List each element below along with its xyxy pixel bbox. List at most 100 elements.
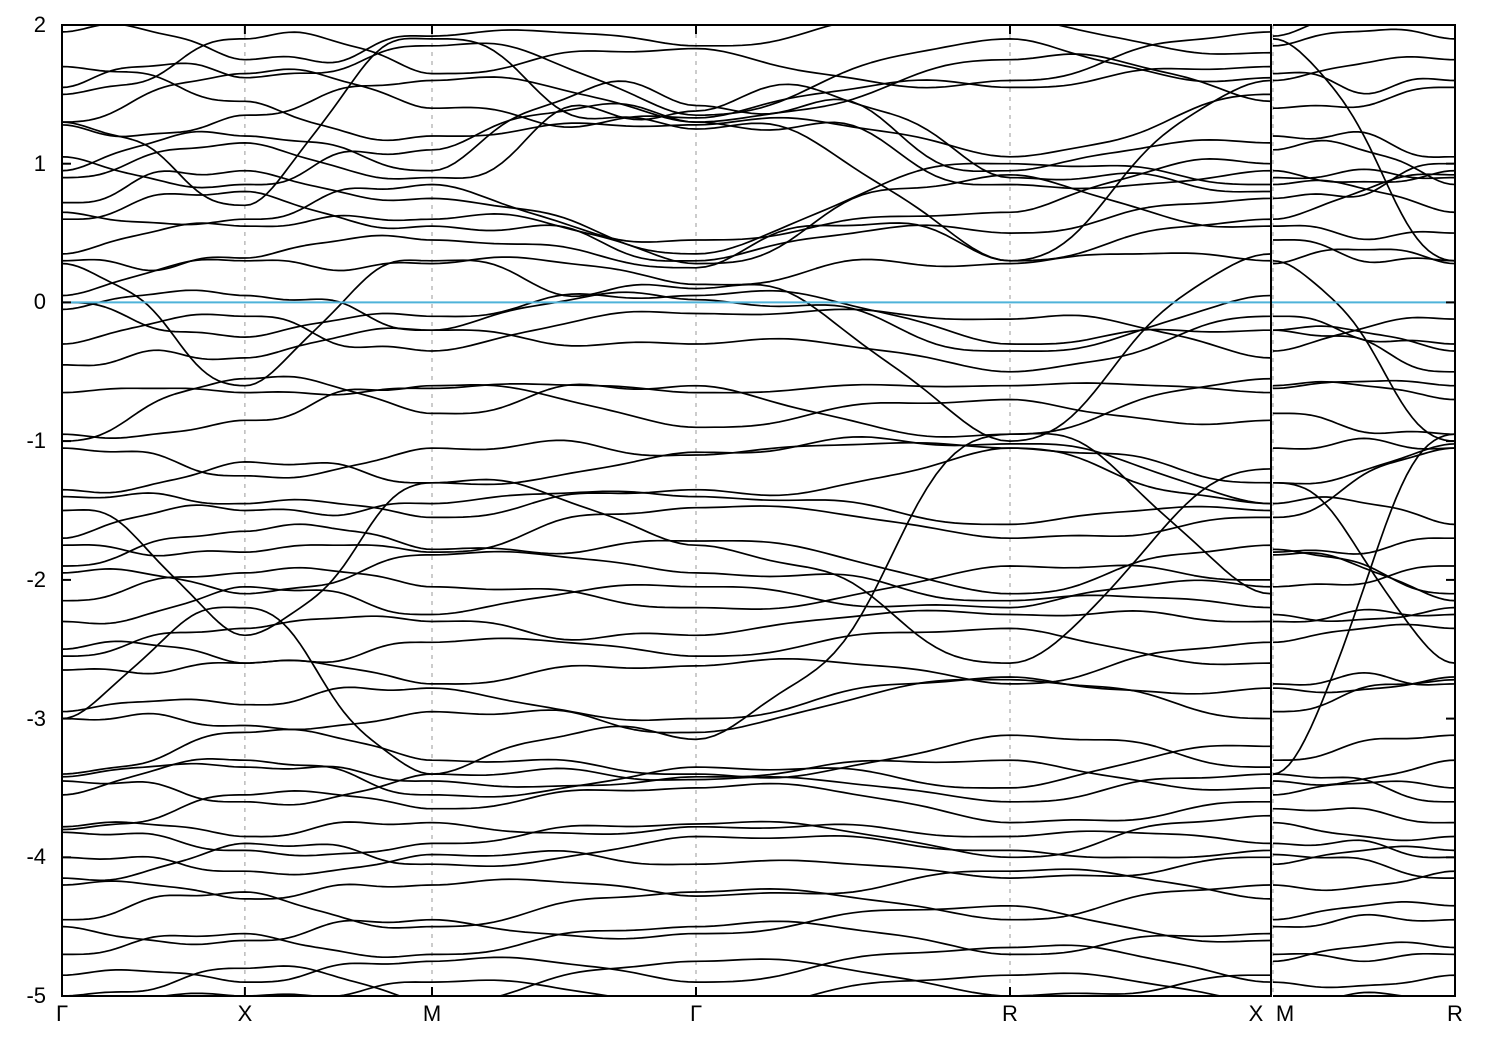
y-tick-label: -2 (26, 567, 46, 592)
band-path (1273, 131, 1454, 158)
band-path (63, 490, 1270, 540)
band-path (1273, 671, 1454, 686)
band-path (1273, 71, 1454, 95)
kpoint-label-m2: M (1275, 1001, 1295, 1026)
band-path (63, 782, 1270, 831)
band-path (63, 523, 1270, 595)
band-path (1273, 839, 1454, 859)
band-path (1273, 496, 1454, 526)
band-path (1273, 678, 1454, 713)
band-path (1273, 974, 1454, 989)
band-path (1273, 379, 1454, 390)
band-path (1273, 913, 1454, 928)
band-path (1343, 991, 1402, 995)
band-path (1273, 447, 1454, 519)
band-path (63, 289, 1270, 345)
band-path (63, 834, 1270, 882)
y-tick-label: -5 (26, 983, 46, 1008)
y-tick-label: 1 (33, 151, 46, 176)
band-path (63, 627, 1270, 666)
band-path (63, 904, 1270, 946)
band-path (1273, 676, 1454, 694)
band-path (1273, 179, 1454, 214)
band-path (63, 83, 1270, 193)
band-path (1273, 168, 1454, 180)
band-path (1273, 316, 1454, 352)
band-path (1273, 773, 1454, 803)
band-path (63, 162, 1270, 255)
band-path (63, 38, 1270, 117)
band-path (63, 65, 1270, 158)
band-path (63, 821, 1270, 845)
y-tick-label: 0 (33, 289, 46, 314)
band-path (63, 37, 1270, 262)
band-path (1273, 173, 1454, 221)
band-path (1273, 169, 1454, 183)
band-path (63, 436, 1270, 505)
band-path (63, 678, 1270, 734)
band-path (63, 173, 1270, 265)
band-path (1273, 239, 1454, 264)
band-path (1273, 86, 1454, 110)
band-path (1273, 941, 1454, 963)
band-path (63, 609, 1270, 657)
band-path (63, 920, 1270, 959)
kpoint-label-gamma-start: Γ (55, 1001, 69, 1026)
bands-main-panel (63, 26, 1270, 995)
band-path (63, 759, 1270, 791)
band-path (63, 315, 1270, 373)
kpoint-label-r2: R (1447, 1001, 1463, 1026)
band-path (1273, 481, 1454, 664)
band-path (63, 252, 1270, 297)
band-path (63, 384, 1270, 439)
band-path (1273, 821, 1454, 842)
kpoint-label-x-end: X (1248, 1001, 1264, 1026)
band-path (1273, 952, 1454, 963)
y-tick-label: -1 (26, 428, 46, 453)
band-path (63, 884, 1270, 929)
y-tick-label: -4 (26, 844, 46, 869)
band-path (1273, 780, 1454, 796)
band-path (1273, 28, 1454, 47)
band-path (1273, 26, 1310, 37)
band-path (63, 158, 1270, 243)
bands-mr-panel (1273, 26, 1454, 995)
band-path (1273, 734, 1454, 762)
band-path (63, 579, 1270, 625)
band-path (63, 289, 1270, 352)
band-path (1273, 433, 1454, 775)
band-path (1273, 162, 1454, 200)
band-path (63, 432, 1270, 775)
band-path (63, 65, 1270, 128)
band-path (63, 31, 1270, 96)
plot-border-secondary (1273, 24, 1456, 997)
plot-border-main (61, 24, 1272, 997)
band-path (1273, 248, 1454, 265)
kpoint-label-r1: R (1002, 1001, 1018, 1026)
band-path (1273, 623, 1454, 644)
band-path (1273, 870, 1454, 892)
band-path (1273, 55, 1454, 82)
kpoint-label-x1: X (237, 1001, 253, 1026)
tick-marks (62, 24, 1455, 997)
band-path (63, 944, 1270, 983)
band-path (1273, 807, 1454, 824)
band-path (1273, 38, 1454, 262)
y-tick-label: 2 (33, 12, 46, 37)
band-path (1273, 551, 1454, 602)
band-path (1273, 608, 1454, 623)
band-path (63, 53, 1270, 138)
band-path (63, 308, 1270, 359)
band-path (63, 468, 1270, 664)
band-path (1273, 259, 1454, 442)
band-path (63, 564, 1270, 610)
band-path (1273, 224, 1454, 241)
kpoint-label-m1: M (422, 1001, 442, 1026)
band-path (63, 767, 1270, 806)
band-path (1273, 845, 1454, 866)
y-tick-label: -3 (26, 706, 46, 731)
band-path (68, 958, 1270, 995)
